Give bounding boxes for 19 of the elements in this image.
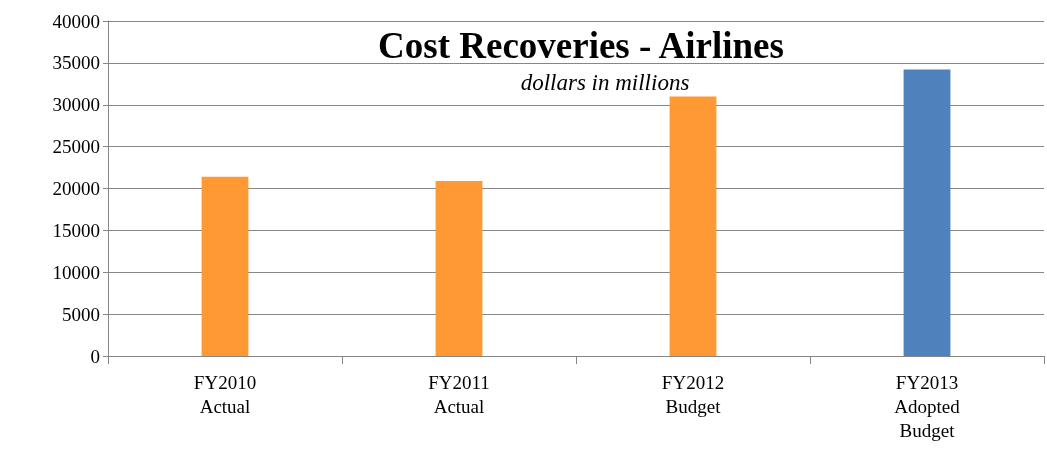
chart-title: Cost Recoveries - Airlines: [378, 25, 784, 66]
bar: [903, 69, 951, 356]
y-tick-label: 25000: [52, 136, 100, 158]
x-tick-label: FY2011 Actual: [428, 371, 490, 417]
bar: [201, 176, 249, 356]
y-tick-label: 5000: [62, 303, 100, 325]
y-tick-label: 35000: [52, 52, 100, 74]
bar: [435, 180, 483, 356]
bar: [669, 96, 717, 356]
y-tick-label: 15000: [52, 219, 100, 241]
y-tick-label: 10000: [52, 261, 100, 283]
y-tick-label: 0: [90, 345, 100, 367]
y-tick-label: 30000: [52, 94, 100, 116]
y-tick-label: 20000: [52, 178, 100, 199]
x-tick-label: FY2012 Budget: [661, 371, 725, 417]
text: dollars in millions: [520, 70, 690, 95]
x-tick-label: FY2010 Actual: [193, 371, 257, 417]
x-tick-label: FY2013 Adopted Budget: [894, 371, 961, 441]
y-tick-label: 40000: [52, 10, 100, 32]
